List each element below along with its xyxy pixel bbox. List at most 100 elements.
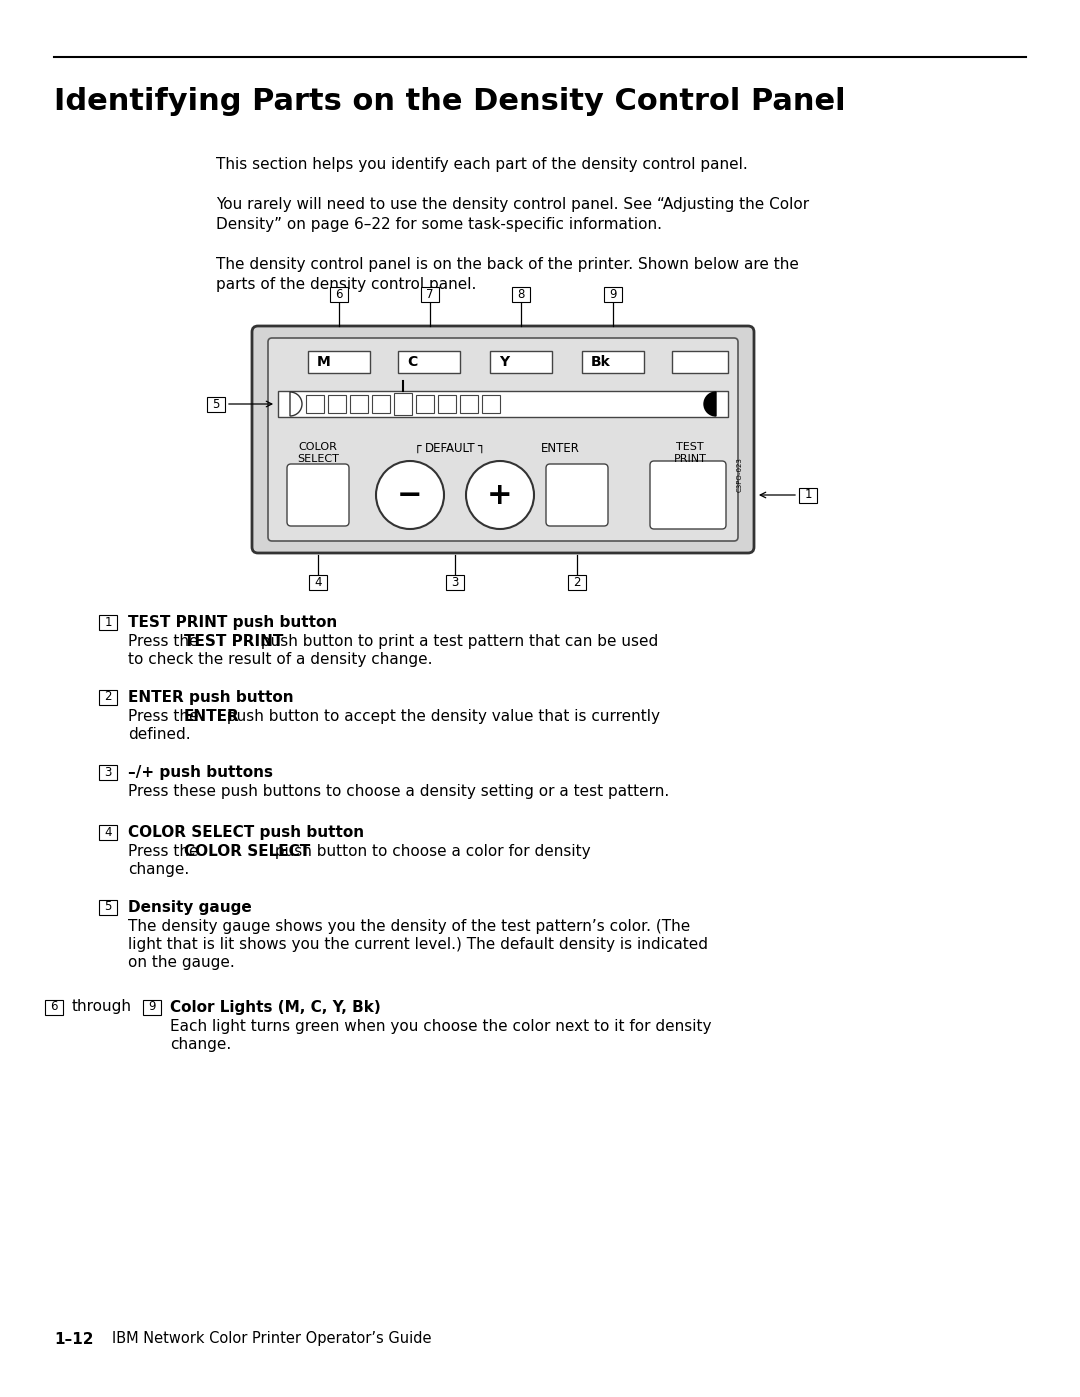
Text: C: C xyxy=(407,355,417,369)
Bar xyxy=(309,574,327,590)
Bar xyxy=(278,391,728,416)
Bar xyxy=(482,395,500,414)
Bar xyxy=(308,351,370,373)
Circle shape xyxy=(376,461,444,529)
Text: COLOR SELECT push button: COLOR SELECT push button xyxy=(129,826,364,840)
Bar xyxy=(306,395,324,414)
FancyBboxPatch shape xyxy=(650,461,726,529)
Text: COLOR
SELECT: COLOR SELECT xyxy=(297,441,339,464)
Text: 6: 6 xyxy=(335,288,342,300)
Bar xyxy=(99,764,117,780)
Text: Y: Y xyxy=(499,355,509,369)
Text: 1–12: 1–12 xyxy=(54,1331,94,1347)
Bar xyxy=(604,286,622,302)
Text: Identifying Parts on the Density Control Panel: Identifying Parts on the Density Control… xyxy=(54,87,846,116)
Bar xyxy=(421,286,438,302)
Bar xyxy=(399,351,460,373)
Bar xyxy=(582,351,644,373)
Text: ENTER push button: ENTER push button xyxy=(129,690,294,705)
Text: 4: 4 xyxy=(105,826,111,838)
Text: C3PO-023: C3PO-023 xyxy=(737,457,743,492)
Text: The density gauge shows you the density of the test pattern’s color. (The: The density gauge shows you the density … xyxy=(129,919,690,935)
Text: change.: change. xyxy=(129,862,189,877)
Text: −: − xyxy=(397,481,422,510)
Bar xyxy=(416,395,434,414)
Text: You rarely will need to use the density control panel. See “Adjusting the Color
: You rarely will need to use the density … xyxy=(216,197,809,232)
Text: Press these push buttons to choose a density setting or a test pattern.: Press these push buttons to choose a den… xyxy=(129,784,670,799)
Text: change.: change. xyxy=(170,1037,231,1052)
Bar xyxy=(438,395,456,414)
Wedge shape xyxy=(291,393,302,416)
Text: to check the result of a density change.: to check the result of a density change. xyxy=(129,652,432,666)
FancyBboxPatch shape xyxy=(287,464,349,527)
Bar xyxy=(568,574,586,590)
Text: 5: 5 xyxy=(213,398,219,411)
Bar xyxy=(99,900,117,915)
Text: on the gauge.: on the gauge. xyxy=(129,956,234,970)
Bar xyxy=(99,824,117,840)
Text: ENTER: ENTER xyxy=(184,710,240,724)
Text: 8: 8 xyxy=(517,288,525,300)
Text: DEFAULT: DEFAULT xyxy=(424,441,475,455)
Text: COLOR SELECT: COLOR SELECT xyxy=(184,844,310,859)
Text: M: M xyxy=(318,355,330,369)
Text: 1: 1 xyxy=(105,616,111,629)
Text: Press the: Press the xyxy=(129,844,203,859)
Text: 6: 6 xyxy=(51,1000,57,1013)
Bar xyxy=(45,999,63,1014)
Bar xyxy=(350,395,368,414)
Text: Press the: Press the xyxy=(129,710,203,724)
Text: TEST PRINT: TEST PRINT xyxy=(184,634,283,650)
Text: 3: 3 xyxy=(451,576,459,588)
Text: ┌: ┌ xyxy=(414,440,421,453)
Text: 3: 3 xyxy=(105,766,111,778)
Text: push button to choose a color for density: push button to choose a color for densit… xyxy=(270,844,591,859)
Bar xyxy=(490,351,552,373)
Text: push button to accept the density value that is currently: push button to accept the density value … xyxy=(222,710,660,724)
Bar xyxy=(328,395,346,414)
Text: +: + xyxy=(487,481,513,510)
Circle shape xyxy=(465,461,534,529)
Bar xyxy=(372,395,390,414)
Bar xyxy=(330,286,348,302)
Text: Density gauge: Density gauge xyxy=(129,900,252,915)
Wedge shape xyxy=(704,393,716,416)
Text: through: through xyxy=(72,999,132,1014)
Text: TEST
PRINT: TEST PRINT xyxy=(674,441,706,464)
Text: 7: 7 xyxy=(427,288,434,300)
Bar xyxy=(99,615,117,630)
Bar xyxy=(512,286,530,302)
Text: Color Lights (M, C, Y, Bk): Color Lights (M, C, Y, Bk) xyxy=(170,1000,381,1016)
Bar xyxy=(99,690,117,704)
Text: Bk: Bk xyxy=(591,355,611,369)
Text: 2: 2 xyxy=(105,690,111,704)
Text: light that is lit shows you the current level.) The default density is indicated: light that is lit shows you the current … xyxy=(129,937,708,951)
Bar xyxy=(672,351,728,373)
Text: This section helps you identify each part of the density control panel.: This section helps you identify each par… xyxy=(216,156,747,172)
Text: The density control panel is on the back of the printer. Shown below are the
par: The density control panel is on the back… xyxy=(216,257,799,292)
Text: IBM Network Color Printer Operator’s Guide: IBM Network Color Printer Operator’s Gui… xyxy=(112,1331,432,1347)
Text: 9: 9 xyxy=(609,288,617,300)
Text: defined.: defined. xyxy=(129,726,191,742)
Bar xyxy=(799,488,816,503)
Bar xyxy=(207,397,225,412)
Text: Each light turns green when you choose the color next to it for density: Each light turns green when you choose t… xyxy=(170,1018,712,1034)
Text: push button to print a test pattern that can be used: push button to print a test pattern that… xyxy=(256,634,658,650)
Text: 4: 4 xyxy=(314,576,322,588)
FancyBboxPatch shape xyxy=(546,464,608,527)
Text: ENTER: ENTER xyxy=(541,441,580,455)
Text: TEST PRINT push button: TEST PRINT push button xyxy=(129,615,337,630)
FancyBboxPatch shape xyxy=(268,338,738,541)
Text: –/+ push buttons: –/+ push buttons xyxy=(129,766,273,780)
Bar xyxy=(460,395,478,414)
Bar xyxy=(394,393,411,415)
Text: 2: 2 xyxy=(573,576,581,588)
Text: 1: 1 xyxy=(805,489,812,502)
Text: ┐: ┐ xyxy=(477,440,485,453)
Text: Press the: Press the xyxy=(129,634,203,650)
Bar xyxy=(143,999,161,1014)
Text: 5: 5 xyxy=(105,901,111,914)
Text: 9: 9 xyxy=(148,1000,156,1013)
Bar xyxy=(446,574,464,590)
FancyBboxPatch shape xyxy=(252,326,754,553)
